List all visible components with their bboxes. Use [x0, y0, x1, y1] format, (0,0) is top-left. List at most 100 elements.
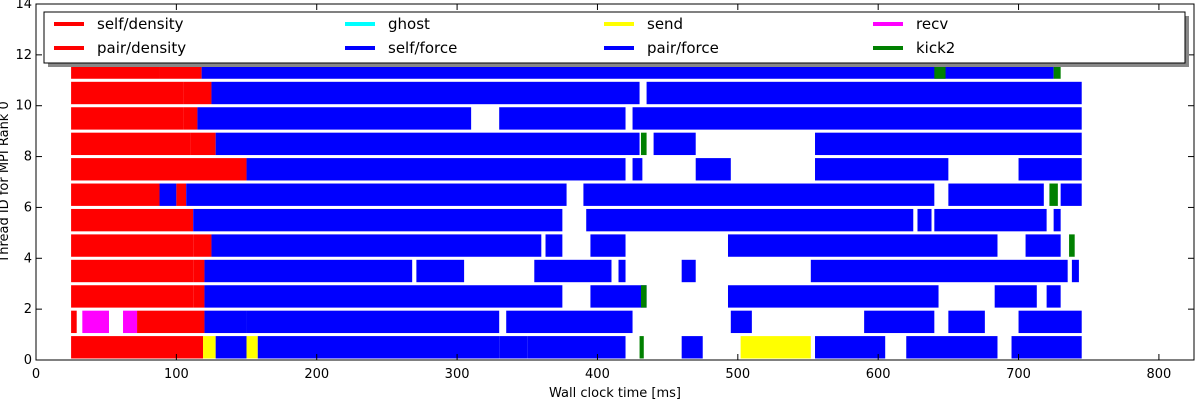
task-bar [204, 285, 563, 308]
y-tick-label: 12 [15, 48, 32, 63]
y-tick-label: 10 [15, 99, 32, 114]
task-bar [71, 234, 194, 257]
task-bar [71, 158, 247, 181]
task-bar [681, 259, 696, 283]
task-bar [71, 310, 77, 334]
task-bar [71, 208, 194, 232]
task-bar [740, 336, 811, 359]
x-tick-label: 400 [585, 367, 610, 382]
legend-box [43, 11, 1186, 64]
x-tick-label: 700 [1006, 367, 1031, 382]
task-bar [1060, 183, 1082, 206]
task-bar [71, 259, 194, 283]
task-bar [1018, 158, 1082, 181]
task-bar [71, 285, 194, 308]
task-bar [193, 234, 212, 257]
task-bar [1018, 310, 1082, 334]
task-bar [906, 336, 998, 359]
y-tick-label: 2 [24, 302, 32, 317]
legend-label: kick2 [916, 39, 955, 57]
plot-frame [35, 3, 1195, 361]
task-bar [1053, 56, 1061, 79]
x-tick-label: 300 [445, 367, 470, 382]
task-bar [71, 81, 184, 105]
task-bar [506, 310, 633, 334]
y-tick-label: 4 [24, 251, 32, 266]
task-bar [203, 336, 216, 359]
task-bar [640, 132, 647, 156]
task-bar [186, 183, 567, 206]
y-axis-ticks: 0 2 4 6 8 10 12 14 [15, 0, 1194, 368]
x-axis-ticks: 0 100 200 300 400 500 600 700 800 [32, 4, 1171, 382]
task-bar [71, 132, 191, 156]
x-tick-label: 200 [304, 367, 329, 382]
task-bar [215, 132, 640, 156]
task-bar [590, 285, 647, 308]
task-bar [204, 259, 413, 283]
task-bar [632, 158, 643, 181]
legend-label: ghost [388, 15, 430, 33]
task-bar [646, 81, 1082, 105]
task-bar [632, 107, 1082, 130]
task-bar [534, 259, 612, 283]
y-tick-label: 14 [15, 0, 32, 12]
x-tick-label: 500 [725, 367, 750, 382]
task-bar [934, 56, 946, 79]
task-bar [211, 81, 640, 105]
task-bar [934, 208, 1047, 232]
x-axis-label: Wall clock time [ms] [549, 386, 681, 400]
task-bar [159, 183, 177, 206]
task-bar [994, 285, 1037, 308]
task-bars [71, 56, 1082, 359]
task-bar [948, 183, 1044, 206]
legend-label: pair/density [97, 39, 186, 57]
task-bar [82, 310, 109, 334]
legend-label: recv [916, 15, 948, 33]
x-tick-label: 800 [1146, 367, 1171, 382]
task-bar [416, 259, 465, 283]
y-tick-label: 6 [24, 200, 32, 215]
task-bar [583, 183, 935, 206]
task-bar [618, 259, 626, 283]
task-bar [211, 234, 542, 257]
task-bar [71, 107, 184, 130]
task-bar [246, 158, 626, 181]
task-bar [640, 285, 647, 308]
x-tick-label: 100 [164, 367, 189, 382]
task-bar [1025, 234, 1061, 257]
task-bar [246, 310, 500, 334]
task-bar [197, 107, 472, 130]
task-bar [1046, 285, 1061, 308]
task-bar [1011, 336, 1082, 359]
task-bar [137, 310, 205, 334]
task-bar [727, 234, 998, 257]
task-bar [499, 336, 528, 359]
task-bar [586, 208, 914, 232]
task-bar [815, 158, 949, 181]
task-bar [917, 208, 932, 232]
y-tick-label: 0 [24, 353, 32, 368]
task-bar [183, 81, 212, 105]
x-tick-label: 600 [866, 367, 891, 382]
task-bar [730, 310, 752, 334]
x-tick-label: 0 [32, 367, 40, 382]
task-bar [639, 336, 644, 359]
task-bar [499, 107, 626, 130]
y-tick-label: 8 [24, 150, 32, 165]
task-bar [948, 310, 985, 334]
task-bar [815, 336, 886, 359]
legend-label: send [647, 15, 683, 33]
task-bar [257, 336, 500, 359]
task-bar [810, 259, 1068, 283]
task-bar [193, 285, 205, 308]
task-bar [190, 132, 216, 156]
task-bar [1069, 234, 1075, 257]
task-bar [183, 107, 198, 130]
legend-items: self/density pair/density ghost self/force s… [54, 15, 955, 57]
task-bar [215, 336, 247, 359]
task-bar [71, 336, 204, 359]
task-bar [545, 234, 563, 257]
legend-label: self/force [388, 39, 457, 57]
task-bar [123, 310, 138, 334]
task-bar [653, 132, 696, 156]
